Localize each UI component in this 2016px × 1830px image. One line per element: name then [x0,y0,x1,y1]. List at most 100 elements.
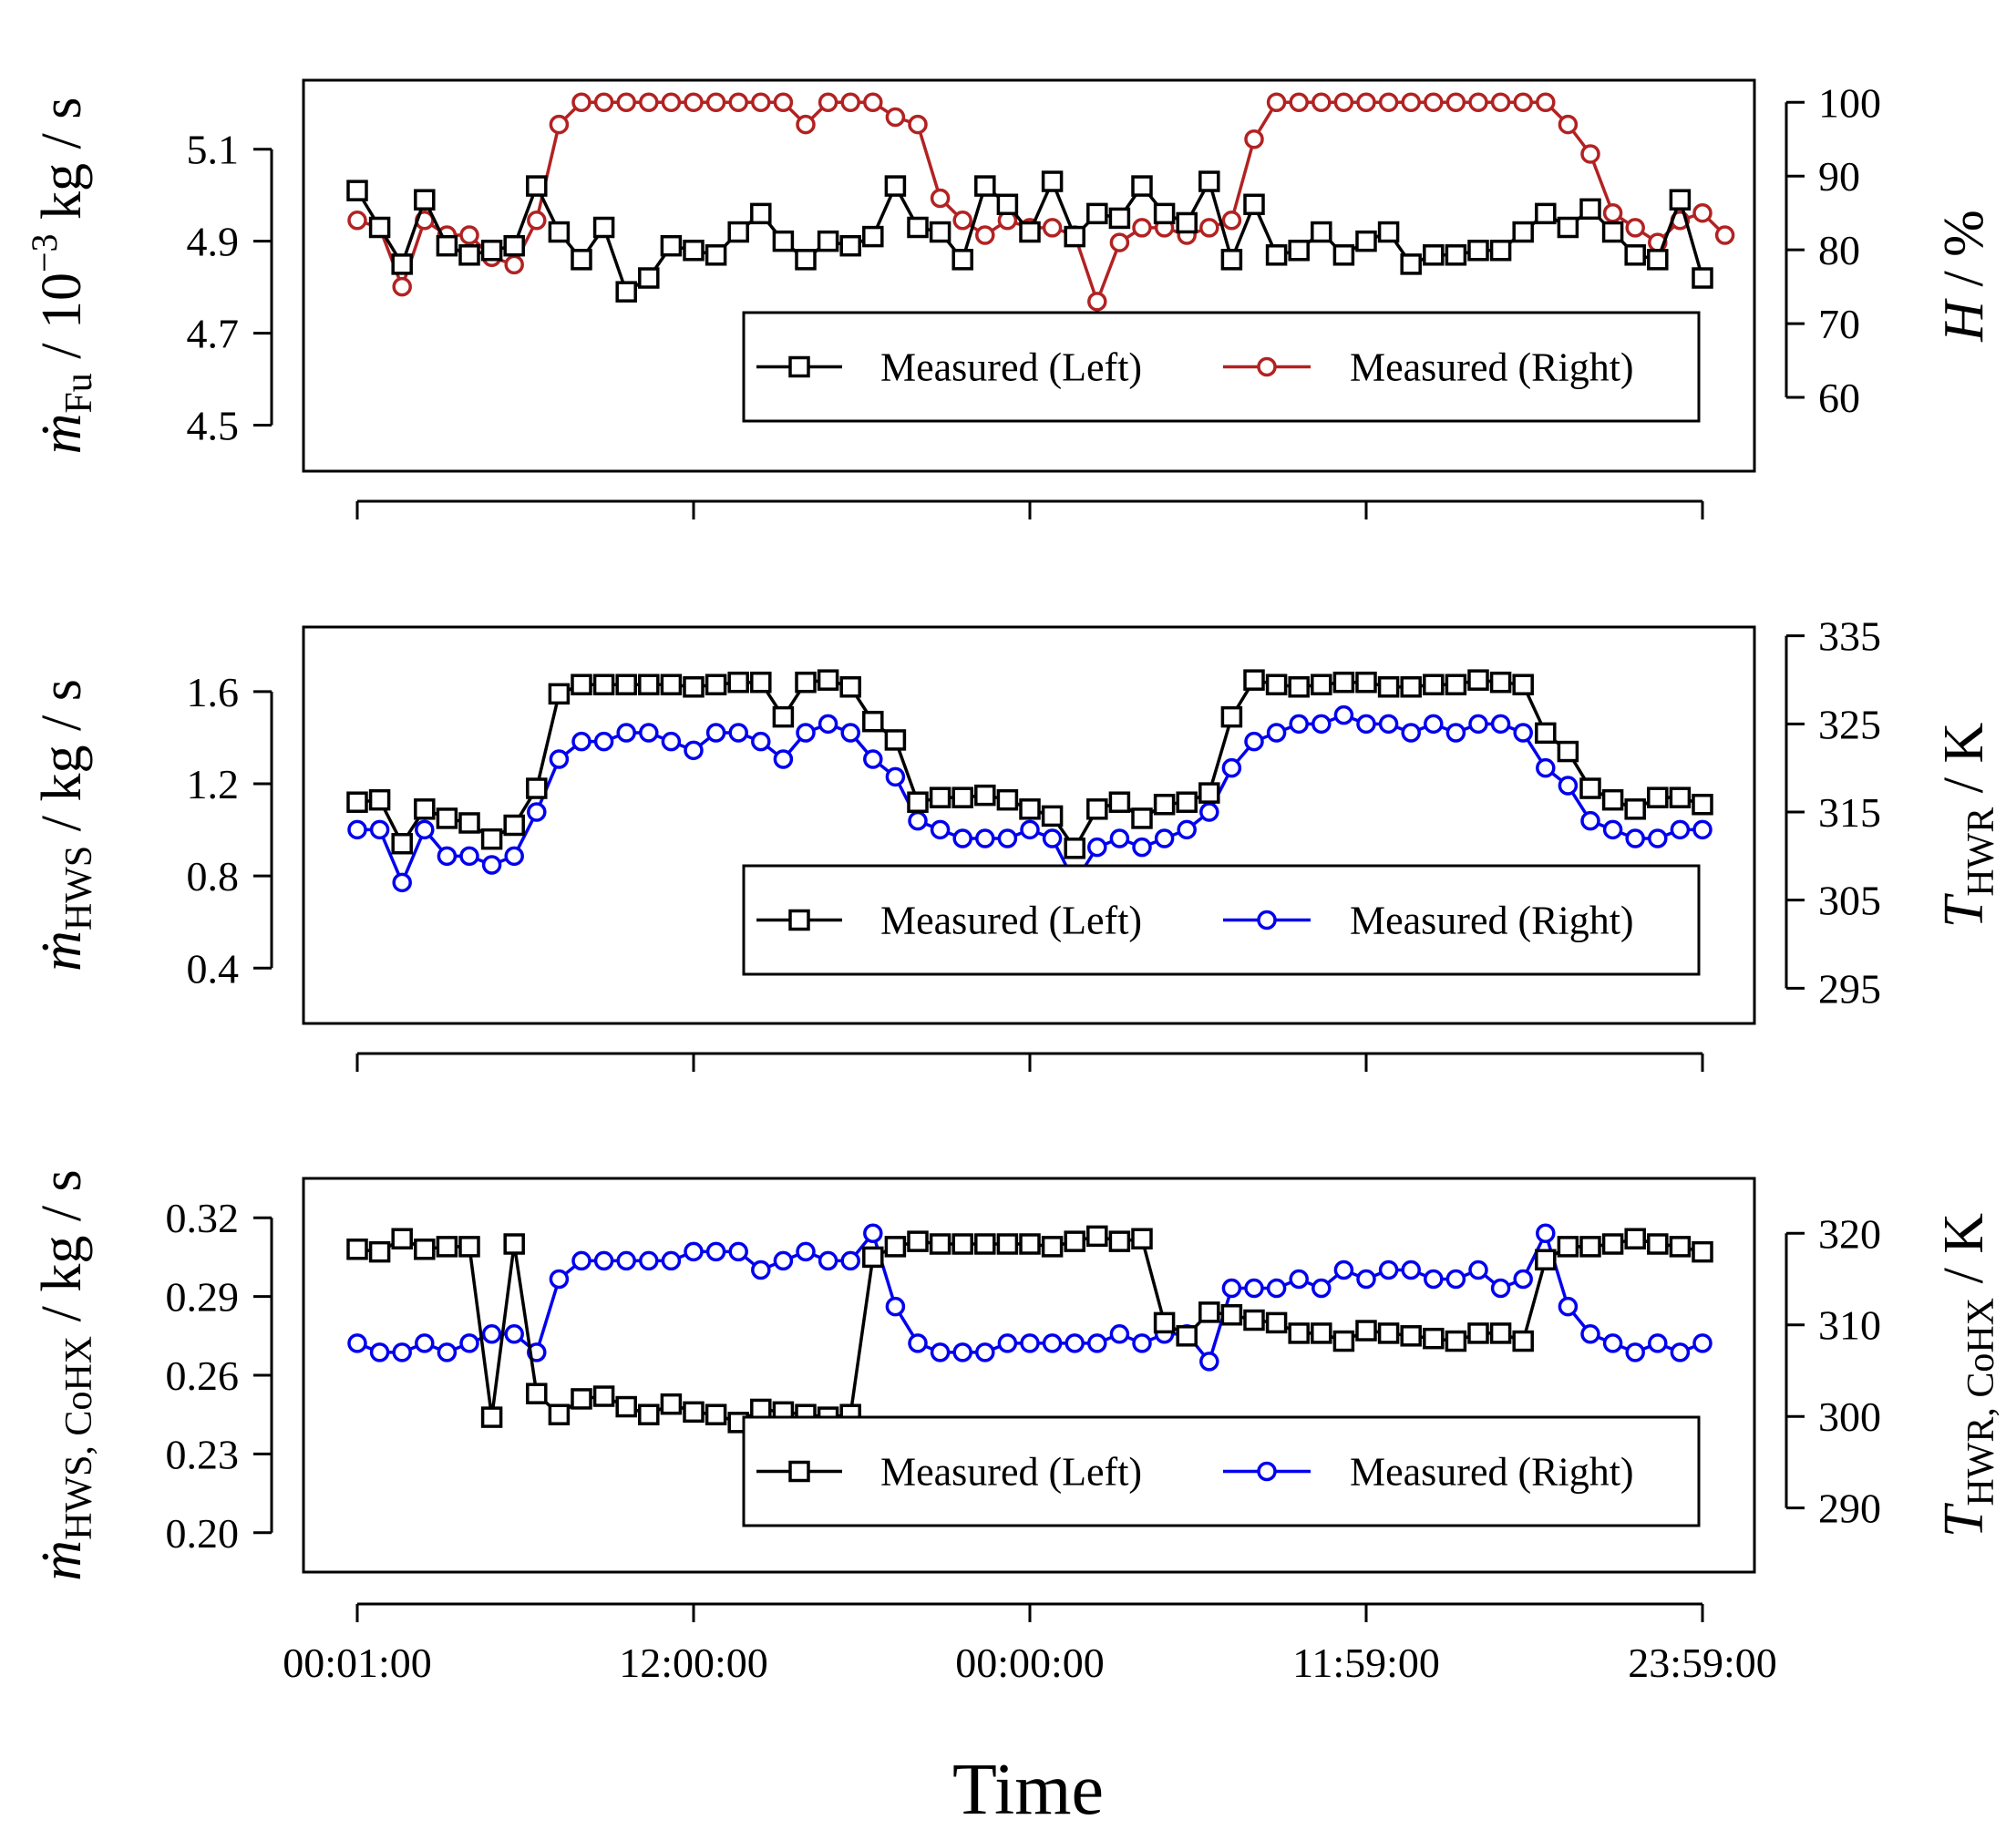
series-right-point [1714,225,1735,245]
symbol: ṁ [31,930,93,972]
series-right-point [1490,714,1511,735]
x-tick-label: 00:01:00 [283,1640,432,1686]
series-left-point [1692,1240,1713,1263]
series-right-point [1558,114,1579,135]
series-right-point [1356,714,1376,735]
series-right-point [1132,837,1152,858]
right-tick-label: 290 [1818,1486,1881,1532]
right-tick-label: 305 [1818,878,1881,924]
series-left-point [571,249,592,271]
series-right-point [1244,731,1264,752]
series-left-point [750,671,772,694]
series-left-point [907,216,929,239]
series-right-point [549,1269,570,1290]
series-right-point [728,92,748,113]
legend-left-marker [788,355,810,378]
series-right-point [1602,1333,1623,1353]
series-left-point [1108,1230,1131,1252]
series-left-point [1355,671,1377,694]
series-left-point [1064,838,1085,859]
plot-frame [302,78,1756,473]
series-right-point [1536,757,1556,778]
series-right-point [908,114,928,135]
series-left-point [414,189,436,211]
legend-right-label: Measured (Right) [1350,1450,1634,1495]
series-left-point [1601,788,1624,811]
series-right-point [1221,1278,1242,1299]
legend-right-marker [1257,1461,1277,1482]
series-right-point [527,802,547,822]
legend: Measured (Left) Measured (Right) [742,311,1701,423]
legend: Measured (Left) Measured (Right) [742,1415,1701,1527]
series-left-point [884,729,907,751]
series-right-point [1177,819,1197,840]
series-right-point [347,211,367,231]
series-right-point [1580,144,1600,164]
right-tick-label: 325 [1818,701,1881,747]
series-left-point [638,673,660,695]
series-right-point [661,92,682,113]
right-tick-label: 80 [1818,227,1860,273]
series-right-point [773,1250,794,1271]
series-left-point [1557,216,1579,239]
left-tick-label: 5.1 [187,127,240,173]
series-left-point [1064,1230,1085,1252]
symbol: ṁ [31,414,93,455]
series-right-point [1333,1259,1354,1280]
series-left-point [862,1246,884,1269]
series-right-point [1221,211,1242,231]
series-left-point [346,1239,368,1260]
series-left-point [660,234,683,257]
series-right-point [1311,1278,1332,1299]
series-right-point [1244,129,1264,149]
series-left-point [1220,249,1243,271]
series-left-point [571,673,592,695]
series-left-point [705,244,727,266]
series-left-point [1311,673,1332,695]
x-tick-label: 00:00:00 [955,1640,1105,1686]
series-left-point [1692,793,1713,816]
right-axis-title: H / % [1933,210,1995,343]
series-left-point [615,1395,637,1418]
series-right-point [1513,1269,1533,1290]
series-right-point [437,846,458,867]
series-left-point [1601,1233,1624,1255]
series-left-point [750,1398,772,1421]
series-left-point [503,234,525,257]
series-right-point [818,714,838,735]
series-right-point [1042,1333,1063,1353]
series-left-point [1445,673,1467,695]
series-right-point [1378,714,1399,735]
series-left-point [1445,244,1467,266]
series-left-point [1512,221,1534,243]
series-right-point [1244,1278,1264,1299]
subscript: HWS, CoHX [58,1336,100,1540]
legend-left-label: Measured (Left) [880,899,1142,943]
series-left-point [391,253,413,275]
series-left-point [683,676,705,698]
series-right-point [885,766,906,787]
series-left-point [1265,1311,1288,1334]
series-right-point [392,1342,412,1362]
right-tick-label: 300 [1818,1393,1881,1440]
series-right-point [392,276,412,297]
series-left-point [772,230,795,252]
series-right-point [347,819,367,840]
series-left-point [526,1383,548,1404]
series-left-point [346,180,368,201]
series-right-point [1266,1278,1287,1299]
series-left-point [615,281,637,303]
series-right-point [639,723,659,743]
series-right-point [1490,92,1511,113]
series-left-point [436,234,458,257]
series-right-point [952,211,972,231]
legend: Measured (Left) Measured (Right) [742,864,1701,976]
series-right-point [1648,1333,1668,1353]
series-left-point [1243,193,1265,216]
series-left-point [414,798,436,820]
series-left-point [592,673,615,695]
series-right-point [818,92,838,113]
series-left-point [1377,221,1400,243]
series-left-point [660,1393,683,1415]
series-right-point [1289,92,1309,113]
